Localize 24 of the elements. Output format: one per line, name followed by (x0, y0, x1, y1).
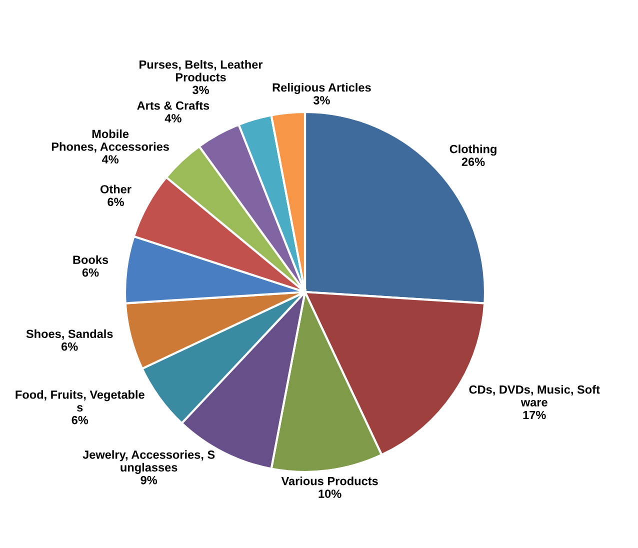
slice-label: Purses, Belts, Leather Products (140, 60, 263, 82)
data-label: 9% (140, 476, 158, 484)
data-label: 4% (164, 114, 182, 122)
slice-label: Mobile Phones, Accessories (52, 129, 169, 153)
slice-label: Shoes, Sandals (26, 329, 113, 340)
data-label: 3% (313, 96, 330, 104)
data-label: 3% (192, 86, 209, 94)
slice-label: Other (100, 184, 132, 194)
data-label: 26% (462, 158, 485, 166)
slice-label: CDs, DVDs, Music, Soft ware (469, 385, 600, 406)
slice-label: Books (73, 255, 108, 264)
data-label: 17% (523, 410, 546, 420)
data-label: 6% (61, 342, 78, 351)
data-label: 6% (108, 198, 124, 206)
slice-label: Food, Fruits, Vegetable s (16, 390, 144, 412)
data-label: 6% (72, 416, 88, 424)
slice-label: Religious Articles (272, 82, 371, 94)
data-label: 4% (102, 155, 119, 164)
slice-label: Jewelry, Accessories, S unglasses (82, 450, 215, 474)
data-label: 6% (82, 268, 99, 277)
slice-label: Clothing (450, 144, 496, 156)
data-label: 10% (318, 490, 342, 498)
slice-label: Arts & Crafts (137, 101, 210, 110)
slice-label: Various Products (281, 476, 378, 486)
